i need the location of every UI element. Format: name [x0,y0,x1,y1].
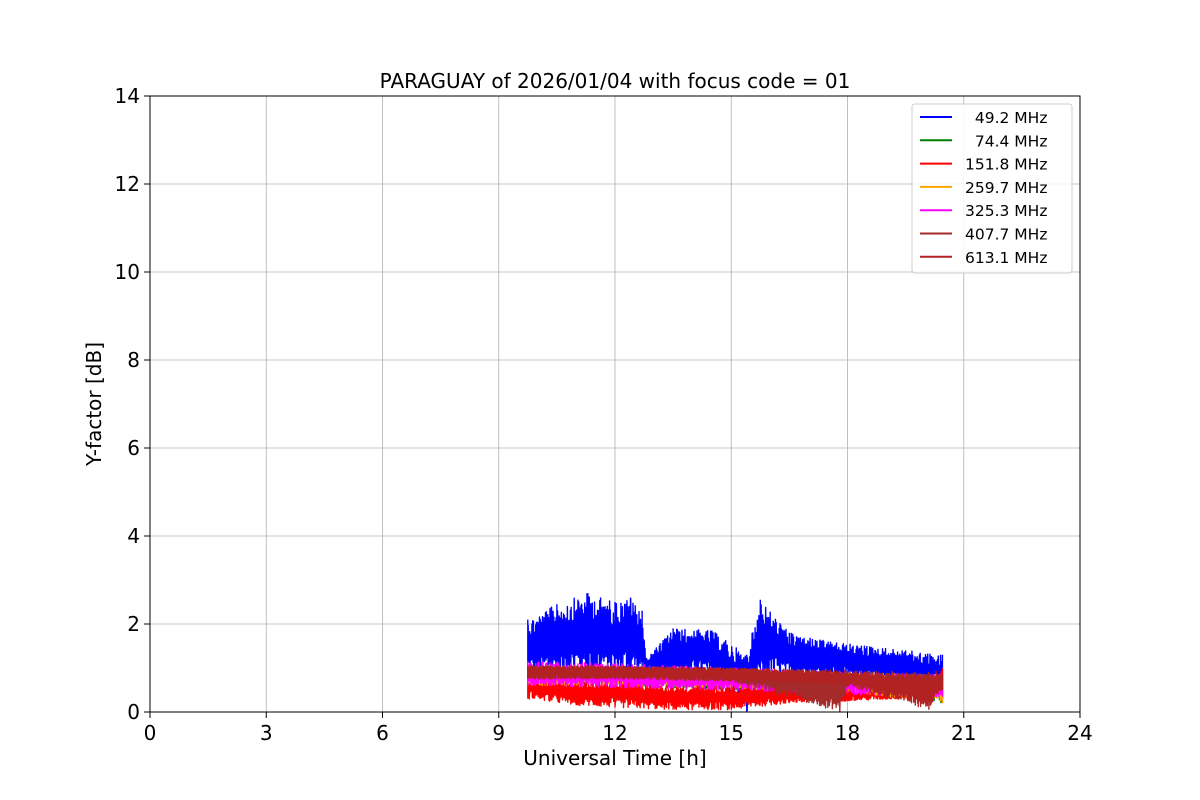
legend-label: 259.7 MHz [965,179,1047,197]
legend-label: 49.2 MHz [965,109,1047,127]
x-tick-label: 6 [376,721,389,745]
legend: 49.2 MHz 74.4 MHz 151.8 MHz 259.7 MHz 325.3… [911,103,1073,274]
y-axis-ticks: 0 2 4 6 8 10 12 14 [115,84,150,724]
y-tick-label: 0 [127,700,140,724]
x-tick-label: 3 [260,721,273,745]
y-tick-label: 14 [115,84,140,108]
y-axis-label: Y-factor [dB] [82,342,106,467]
plot-area-data [527,593,944,712]
x-tick-label: 15 [719,721,744,745]
series-line [527,665,944,710]
y-tick-label: 8 [127,348,140,372]
x-tick-label: 9 [492,721,505,745]
legend-box [911,103,1073,274]
x-axis-label: Universal Time [h] [523,746,706,770]
y-tick-label: 12 [115,172,140,196]
x-tick-label: 21 [951,721,976,745]
legend-label: 151.8 MHz [965,156,1047,174]
legend-label: 74.4 MHz [965,132,1047,150]
x-tick-label: 12 [602,721,627,745]
legend-label: 325.3 MHz [965,202,1047,220]
y-tick-label: 2 [127,612,140,636]
x-tick-label: 0 [144,721,157,745]
x-axis-ticks: 0 3 6 9 12 15 18 21 24 [144,712,1093,745]
y-tick-label: 4 [127,524,140,548]
y-tick-label: 10 [115,260,140,284]
chart-title: PARAGUAY of 2026/01/04 with focus code =… [380,69,851,93]
x-tick-label: 18 [835,721,860,745]
legend-label: 407.7 MHz [965,226,1047,244]
x-tick-label: 24 [1067,721,1092,745]
y-tick-label: 6 [127,436,140,460]
legend-label: 613.1 MHz [965,249,1047,267]
